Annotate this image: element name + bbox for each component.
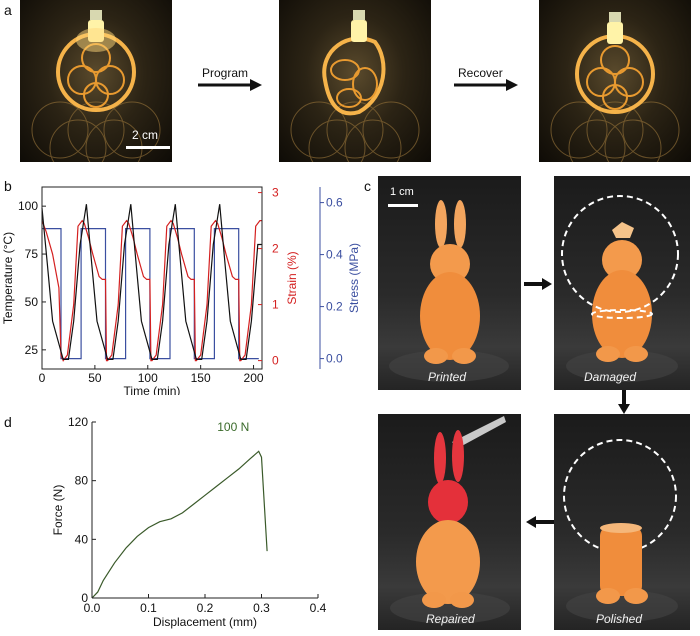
strain-tick-label: 0 [272,354,279,368]
arrow-printed-to-damaged [524,278,552,290]
x-tick-label: 0.3 [253,601,270,615]
panel-label-a: a [4,2,12,18]
arrow-polished-to-repaired [526,516,554,528]
strain-tick-label: 2 [272,242,279,256]
peak-force-annotation: 100 N [217,420,249,434]
bunny-photo-damaged: Damaged [554,176,690,390]
bunny-photo-repaired: Repaired [378,414,521,630]
x-axis-label: Displacement (mm) [153,615,257,629]
program-arrow [198,79,262,91]
x-tick-label: 200 [244,371,264,385]
series-force [91,450,268,599]
scale-bar-c-label: 1 cm [390,186,414,198]
y-tick-label: 0 [81,591,88,605]
stress-tick-label: 0.4 [326,248,343,262]
x-tick-label: 0.4 [310,601,327,615]
strain-tick-label: 3 [272,186,279,200]
x-tick-label: 50 [88,371,102,385]
panel-label-d: d [4,414,12,430]
y-axis-label: Force (N) [51,485,65,536]
series-temperature [41,204,262,360]
recover-arrow [454,79,518,91]
stress-tick-label: 0.2 [326,300,343,314]
bunny-repaired-illustration [390,416,510,624]
scale-bar-a-label: 2 cm [132,128,159,142]
strain-tick-label: 1 [272,298,279,312]
caption-damaged: Damaged [584,370,637,384]
bunny-photo-polished: Polished [554,414,690,630]
scale-bar-c [388,204,418,207]
x-tick-label: 100 [138,371,158,385]
lamp-deformed-illustration [290,10,420,162]
x-tick-label: 150 [191,371,211,385]
strain-axis-label: Strain (%) [285,251,299,304]
x-tick-label: 0 [39,371,46,385]
lamp-photo-recovered [539,0,691,162]
scale-bar-a [126,146,170,149]
force-displacement-chart: 0.0 0.1 0.2 0.3 0.4 0 40 80 120 100 N Displacement… [51,415,327,629]
x-tick-label: 0.1 [140,601,157,615]
x-axis-label: Time (min) [124,384,181,395]
series-strain [41,219,262,362]
x-tick-label: 0.2 [197,601,214,615]
lamp-recovered-illustration [550,12,680,162]
y-left-tick-label: 50 [25,295,39,309]
panel-label-b: b [4,178,12,194]
stress-tick-label: 0.6 [326,196,343,210]
bunny-photo-printed: 1 cm Printed [378,176,521,390]
temperature-strain-stress-chart: 0 50 100 150 200 25 50 75 100 0 1 2 3 0.0 0.2 0.4 0.6 Tim… [1,186,361,395]
y-left-tick-label: 75 [25,247,39,261]
y-left-tick-label: 25 [25,343,39,357]
lamp-photo-original: 2 cm [20,0,172,162]
lamp-illustration [31,10,161,162]
panel-label-c: c [364,178,371,194]
stress-tick-label: 0.0 [326,352,343,366]
stress-axis-label: Stress (MPa) [347,243,361,313]
bunny-printed-illustration [389,200,509,382]
recover-label: Recover [458,66,503,80]
caption-printed: Printed [428,370,467,384]
lamp-photo-programmed [279,0,431,162]
y-tick-label: 120 [68,415,88,429]
y-tick-label: 80 [75,474,89,488]
x-tick-label: 0.0 [84,601,101,615]
bunny-polished-illustration [563,439,678,622]
arrow-damaged-to-polished [618,390,630,414]
bunny-damaged-illustration [561,195,679,382]
y-left-tick-label: 100 [18,199,38,213]
plot-frame [41,186,263,370]
program-label: Program [202,66,249,80]
caption-polished: Polished [596,612,643,626]
y-tick-label: 40 [75,532,89,546]
y-left-axis-label: Temperature (°C) [1,232,15,324]
caption-repaired: Repaired [426,612,475,626]
